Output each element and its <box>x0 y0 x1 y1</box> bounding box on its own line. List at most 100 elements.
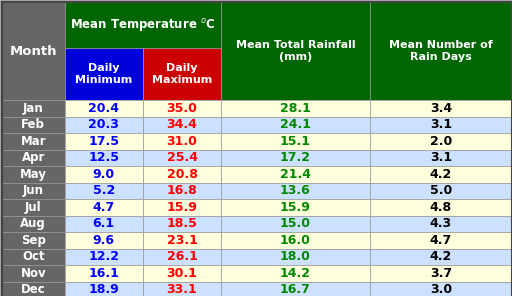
Text: 6.1: 6.1 <box>93 218 115 230</box>
Text: Nov: Nov <box>20 267 46 280</box>
Bar <box>370 117 512 133</box>
Text: 13.6: 13.6 <box>280 184 311 197</box>
Text: 2.0: 2.0 <box>430 135 452 148</box>
Bar <box>65 2 221 48</box>
Bar <box>370 166 512 183</box>
Bar <box>65 199 143 216</box>
Bar <box>65 282 143 296</box>
Bar <box>143 100 221 117</box>
Text: Apr: Apr <box>22 151 45 164</box>
Bar <box>2 2 65 100</box>
Text: 18.9: 18.9 <box>88 284 119 296</box>
Bar <box>65 48 143 100</box>
Text: 3.1: 3.1 <box>430 151 452 164</box>
Text: Daily
Minimum: Daily Minimum <box>75 63 132 85</box>
Bar <box>221 149 370 166</box>
Text: Sep: Sep <box>21 234 46 247</box>
Text: Mar: Mar <box>20 135 46 148</box>
Text: Aug: Aug <box>20 218 46 230</box>
Text: 26.1: 26.1 <box>166 250 198 263</box>
Text: 20.3: 20.3 <box>88 118 119 131</box>
Text: 9.0: 9.0 <box>93 168 115 181</box>
Text: 16.7: 16.7 <box>280 284 311 296</box>
Bar <box>2 183 65 199</box>
Text: 15.1: 15.1 <box>280 135 311 148</box>
Text: 4.2: 4.2 <box>430 168 452 181</box>
Text: 15.9: 15.9 <box>166 201 198 214</box>
Text: 25.4: 25.4 <box>166 151 198 164</box>
Text: 3.1: 3.1 <box>430 118 452 131</box>
Bar <box>370 183 512 199</box>
Bar <box>143 265 221 282</box>
Bar <box>2 249 65 265</box>
Bar <box>370 149 512 166</box>
Text: 9.6: 9.6 <box>93 234 115 247</box>
Bar <box>221 216 370 232</box>
Bar <box>370 216 512 232</box>
Bar <box>2 265 65 282</box>
Bar <box>65 166 143 183</box>
Text: Oct: Oct <box>22 250 45 263</box>
Bar <box>143 249 221 265</box>
Text: 17.5: 17.5 <box>88 135 119 148</box>
Bar <box>65 149 143 166</box>
Bar <box>221 166 370 183</box>
Text: 20.8: 20.8 <box>166 168 198 181</box>
Bar <box>221 232 370 249</box>
Text: 16.8: 16.8 <box>166 184 198 197</box>
Bar <box>2 117 65 133</box>
Bar <box>2 166 65 183</box>
Text: Mean Number of
Rain Days: Mean Number of Rain Days <box>389 41 493 62</box>
Text: 4.2: 4.2 <box>430 250 452 263</box>
Bar <box>221 117 370 133</box>
Bar <box>370 232 512 249</box>
Text: 4.7: 4.7 <box>430 234 452 247</box>
Bar <box>143 149 221 166</box>
Text: Feb: Feb <box>22 118 45 131</box>
Text: 24.1: 24.1 <box>280 118 311 131</box>
Bar <box>143 117 221 133</box>
Text: 3.7: 3.7 <box>430 267 452 280</box>
Text: 31.0: 31.0 <box>166 135 198 148</box>
Text: 16.1: 16.1 <box>88 267 119 280</box>
Bar <box>65 100 143 117</box>
Text: 35.0: 35.0 <box>166 102 198 115</box>
Text: 4.8: 4.8 <box>430 201 452 214</box>
Bar <box>143 199 221 216</box>
Text: 4.7: 4.7 <box>93 201 115 214</box>
Text: Month: Month <box>10 45 57 58</box>
Bar <box>143 232 221 249</box>
Bar <box>2 100 65 117</box>
Text: 5.2: 5.2 <box>93 184 115 197</box>
Bar <box>370 2 512 100</box>
Text: 18.0: 18.0 <box>280 250 311 263</box>
Bar <box>221 133 370 149</box>
Text: 14.2: 14.2 <box>280 267 311 280</box>
Text: Jun: Jun <box>23 184 44 197</box>
Bar <box>221 265 370 282</box>
Bar <box>370 265 512 282</box>
Bar <box>2 232 65 249</box>
Text: 12.5: 12.5 <box>88 151 119 164</box>
Bar <box>370 282 512 296</box>
Text: 3.0: 3.0 <box>430 284 452 296</box>
Text: 16.0: 16.0 <box>280 234 311 247</box>
Bar <box>65 265 143 282</box>
Text: 33.1: 33.1 <box>166 284 198 296</box>
Text: 18.5: 18.5 <box>166 218 198 230</box>
Bar <box>143 183 221 199</box>
Bar <box>370 133 512 149</box>
Bar <box>221 2 370 100</box>
Text: Dec: Dec <box>21 284 46 296</box>
Text: Jan: Jan <box>23 102 44 115</box>
Bar <box>65 249 143 265</box>
Text: Jul: Jul <box>25 201 41 214</box>
Text: 28.1: 28.1 <box>280 102 311 115</box>
Text: Mean Total Rainfall
(mm): Mean Total Rainfall (mm) <box>236 41 355 62</box>
Bar <box>65 183 143 199</box>
Bar <box>143 166 221 183</box>
Text: 20.4: 20.4 <box>88 102 119 115</box>
Bar <box>221 282 370 296</box>
Text: 30.1: 30.1 <box>166 267 198 280</box>
Bar <box>370 199 512 216</box>
